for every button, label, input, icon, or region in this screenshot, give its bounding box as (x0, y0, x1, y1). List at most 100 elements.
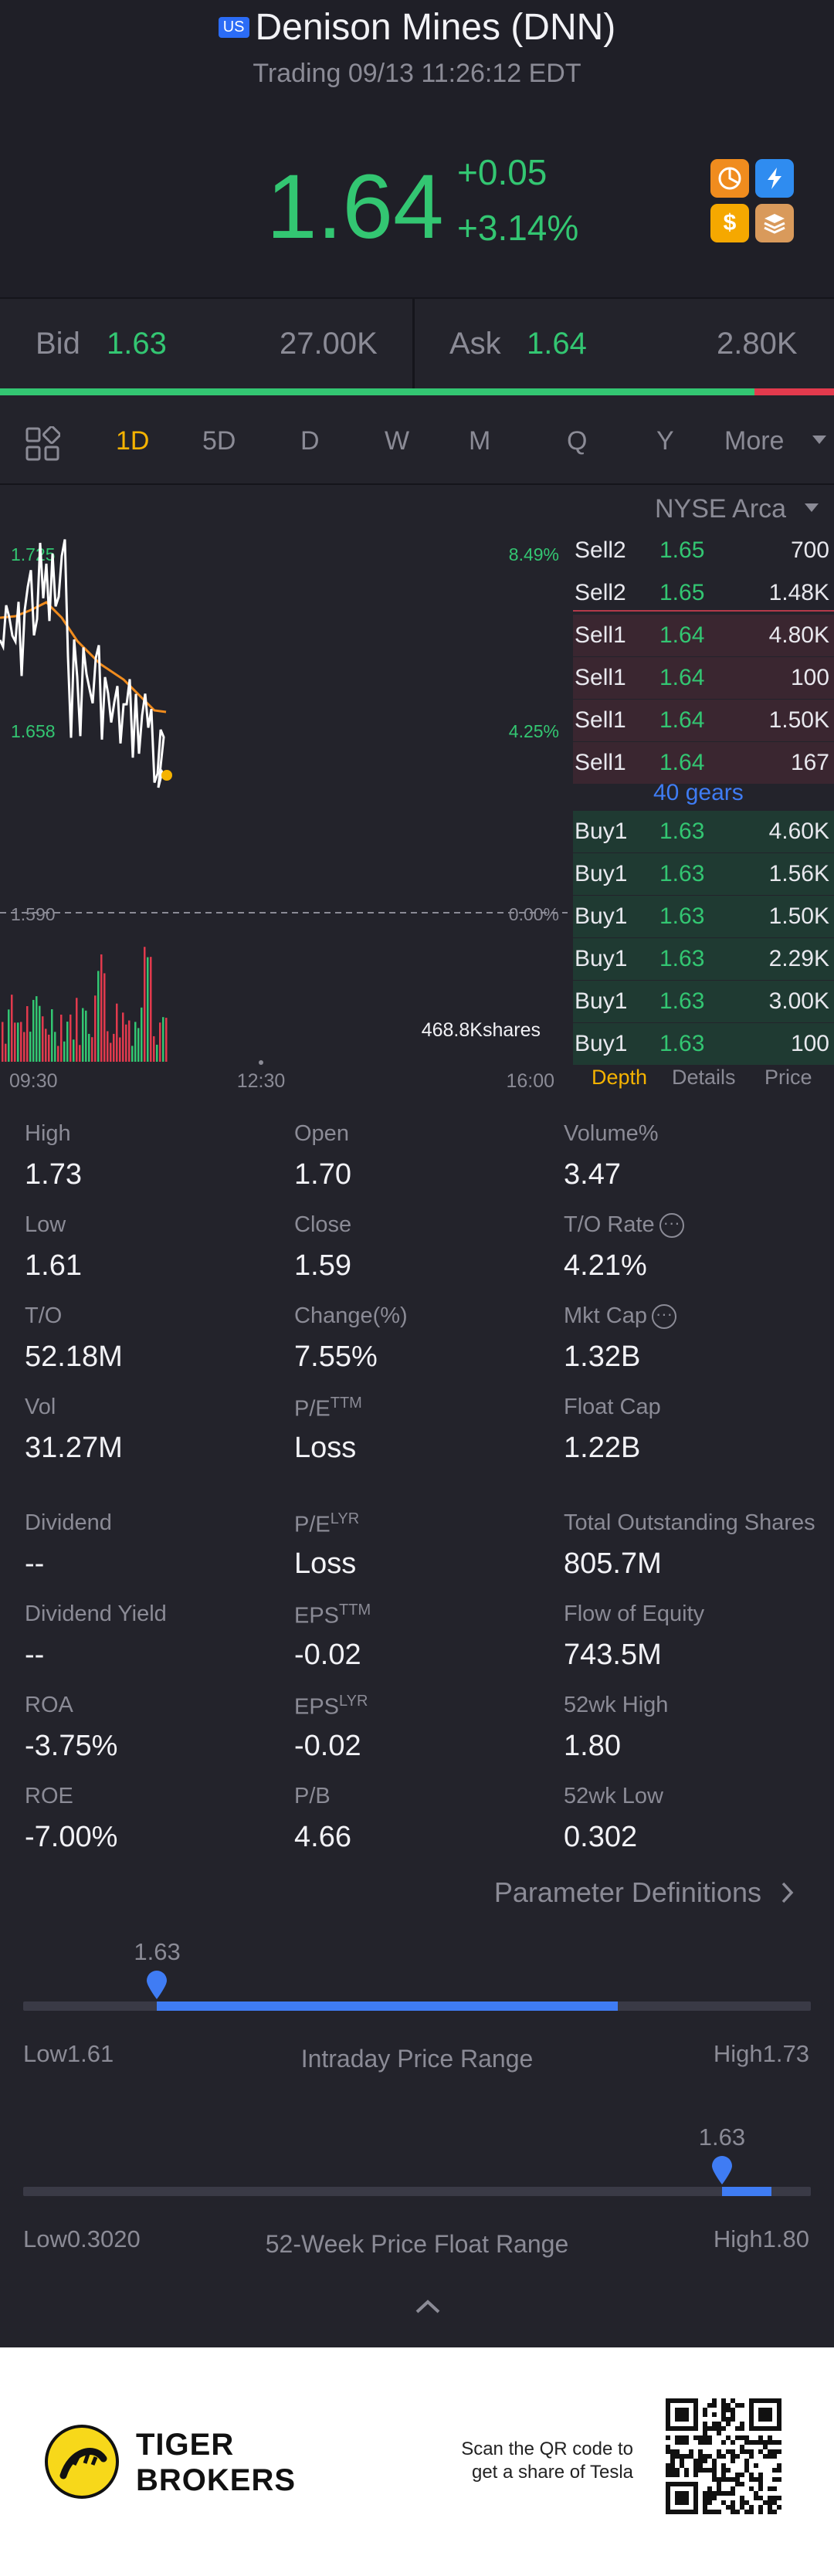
trading-status: Trading 09/13 11:26:12 EDT (253, 59, 581, 88)
volume-bar (128, 1020, 131, 1062)
more-info-icon[interactable]: ··· (651, 1304, 676, 1330)
volume-bars (2, 947, 168, 1062)
stat-label-with-info: Mkt Cap ··· (564, 1303, 676, 1330)
week52-current-price: 1.63 (698, 2124, 746, 2151)
order-size: 167 (790, 750, 829, 775)
stat-label: Open (294, 1121, 349, 1146)
stat-value: 1.70 (294, 1158, 351, 1191)
order-side: Sell2 (575, 537, 626, 563)
sell-order-row: Sell2 1.65 700 (573, 530, 834, 571)
ask-size: 2.80K (717, 327, 798, 361)
volume-bar (14, 1022, 16, 1062)
exchange-selector[interactable]: NYSE Arca (655, 494, 820, 524)
tab-d[interactable]: D (300, 426, 320, 456)
volume-bar (88, 1033, 90, 1062)
order-size: 100 (790, 1031, 829, 1056)
order-size: 1.56K (768, 861, 829, 886)
volume-label: 468.8Kshares (422, 1019, 541, 1041)
tab-1d[interactable]: 1D (116, 426, 150, 456)
order-book-gears[interactable]: 40 gears (653, 780, 744, 805)
volume-bar (36, 996, 38, 1062)
sell-order-row: Sell1 1.64 1.50K (573, 700, 834, 741)
order-side: Buy1 (575, 903, 628, 929)
dollar-icon[interactable]: $ (710, 204, 749, 242)
volume-bar (85, 1010, 87, 1062)
order-side: Sell1 (575, 707, 626, 733)
last-price: 1.64 (266, 156, 444, 258)
tab-y[interactable]: Y (656, 426, 674, 456)
stat-value: Loss (294, 1547, 357, 1580)
stat-value: 0.302 (564, 1821, 638, 1853)
tab-depth[interactable]: Depth (592, 1066, 648, 1089)
buy-order-row: Buy1 1.63 100 (573, 1023, 834, 1065)
qr-code-icon[interactable] (666, 2398, 781, 2514)
volume-bar (131, 1046, 134, 1062)
stat-value: -3.75% (25, 1730, 118, 1762)
time-mid-label: 12:30 (237, 1070, 286, 1089)
intraday-chart[interactable]: 1.725 1.658 1.590 8.49% 4.25% 0.00% 468.… (0, 486, 568, 1089)
volume-bar (113, 1033, 115, 1062)
volume-bar (17, 1022, 19, 1062)
chevron-down-icon[interactable] (811, 434, 828, 450)
promo-footer: TIGER BROKERS Scan the QR code to get a … (0, 2347, 834, 2576)
stat-value: 743.5M (564, 1639, 662, 1671)
week52-range-fill (721, 2187, 771, 2196)
stat-value: -0.02 (294, 1639, 361, 1671)
volume-bar (5, 1043, 7, 1062)
tab-5d[interactable]: 5D (202, 426, 236, 456)
stat-label: Flow of Equity (564, 1602, 705, 1626)
tab-more[interactable]: More (724, 426, 785, 456)
stat-value: Loss (294, 1432, 357, 1464)
order-price: 1.64 (659, 665, 705, 690)
layers-icon[interactable] (755, 204, 794, 242)
grid-layout-icon[interactable] (25, 425, 61, 466)
order-price: 1.63 (659, 861, 705, 886)
stat-label: 52wk High (564, 1693, 669, 1717)
stat-value: -0.02 (294, 1730, 361, 1762)
order-side: Sell1 (575, 665, 626, 690)
tab-q[interactable]: Q (567, 426, 588, 456)
volume-bar (137, 1028, 140, 1062)
order-side: Sell2 (575, 580, 626, 605)
volume-bar (110, 1042, 112, 1062)
order-size: 3.00K (768, 988, 829, 1014)
volume-bar (165, 1018, 168, 1062)
order-price: 1.63 (659, 1031, 705, 1056)
order-side: Buy1 (575, 946, 628, 971)
tab-details[interactable]: Details (672, 1066, 736, 1089)
more-info-icon[interactable]: ··· (659, 1213, 684, 1239)
volume-bar (147, 957, 149, 1062)
ask-label: Ask (449, 327, 501, 361)
order-price: 1.65 (659, 580, 705, 605)
location-pin-icon (147, 1971, 168, 1999)
stat-value: 1.73 (25, 1158, 82, 1191)
volume-bar (94, 995, 97, 1062)
tab-m[interactable]: M (469, 426, 491, 456)
tab-price[interactable]: Price (764, 1066, 812, 1089)
volume-bar (91, 1037, 93, 1062)
volume-bar (107, 1031, 109, 1062)
buy-order-row: Buy1 1.63 4.60K (573, 811, 834, 852)
week52-high-label: High1.80 (713, 2225, 809, 2252)
stat-label: Close (294, 1212, 352, 1237)
tab-w[interactable]: W (385, 426, 410, 456)
stat-label: T/O Rate (564, 1212, 655, 1237)
stat-label: T/O (25, 1303, 63, 1328)
stat-label: Total Outstanding Shares (564, 1510, 815, 1535)
us-flag-badge: US (218, 17, 249, 38)
pct-high-label: 8.49% (509, 544, 559, 564)
stat-value: -- (25, 1547, 45, 1580)
order-price: 1.63 (659, 819, 705, 844)
stat-label-sup: TTM (339, 1602, 371, 1618)
chevron-up-icon[interactable] (414, 2298, 442, 2319)
bid-size: 27.00K (280, 327, 378, 361)
chevron-right-icon (781, 1882, 794, 1903)
stat-label: ROA (25, 1693, 73, 1717)
parameter-definitions-link[interactable]: Parameter Definitions (494, 1876, 795, 1909)
orange-pie-icon[interactable] (710, 159, 749, 198)
intraday-low-label: Low1.61 (23, 2040, 114, 2067)
stat-value: 1.61 (25, 1249, 82, 1282)
volume-bar (97, 971, 100, 1062)
buy-order-row: Buy1 1.63 1.50K (573, 896, 834, 937)
lightning-icon[interactable] (755, 159, 794, 198)
